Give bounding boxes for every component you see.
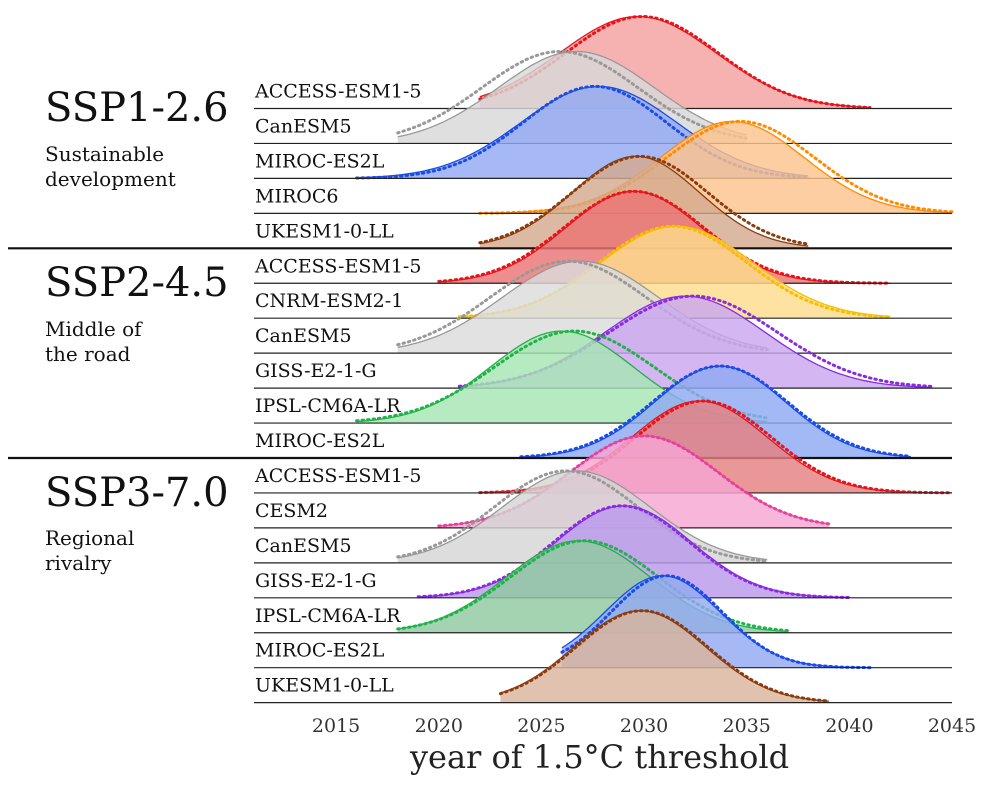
density-fill xyxy=(500,610,829,703)
fit-dotted-line xyxy=(457,294,933,388)
fit-dotted-line xyxy=(416,504,851,599)
fit-dotted-line xyxy=(396,50,749,140)
model-label: UKESM1-0-LL xyxy=(255,675,394,697)
model-label: GISS-E2-1-G xyxy=(255,360,377,382)
fit-dotted-line xyxy=(560,574,872,670)
model-label: GISS-E2-1-G xyxy=(255,570,377,592)
group-subtitle-ssp2: Middle of the road xyxy=(45,317,142,366)
model-label: MIROC6 xyxy=(255,185,338,207)
model-label: MIROC-ES2L xyxy=(255,430,385,452)
fit-dotted-line xyxy=(396,469,769,563)
fit-dotted-line xyxy=(498,609,831,703)
x-tick-label: 2045 xyxy=(928,715,976,737)
density-line xyxy=(397,50,747,138)
model-label: CanESM5 xyxy=(255,115,352,137)
fit-dotted-line xyxy=(519,364,913,459)
model-label: CanESM5 xyxy=(255,535,352,557)
model-label: IPSL-CM6A-LR xyxy=(255,395,401,417)
x-tick-label: 2020 xyxy=(415,715,463,737)
group-title-ssp1: SSP1-2.6 xyxy=(45,85,229,131)
model-label: ACCESS-ESM1-5 xyxy=(254,465,421,487)
model-label: IPSL-CM6A-LR xyxy=(255,605,401,627)
fit-dotted-line xyxy=(437,189,892,285)
x-axis-label: year of 1.5°C threshold xyxy=(409,738,790,776)
density-fill xyxy=(479,121,952,214)
x-tick-label: 2040 xyxy=(825,715,873,737)
model-label: MIROC-ES2L xyxy=(255,640,385,662)
model-label: UKESM1-0-LL xyxy=(255,220,394,242)
model-label: MIROC-ES2L xyxy=(255,150,385,172)
group-subtitle-ssp3: Regional rivalry xyxy=(45,526,135,575)
x-tick-label: 2025 xyxy=(517,715,565,737)
model-label: CESM2 xyxy=(255,500,328,522)
group-title-ssp2: SSP2-4.5 xyxy=(45,260,229,306)
x-tick-label: 2030 xyxy=(620,715,668,737)
model-label: CNRM-ESM2-1 xyxy=(255,290,403,312)
x-tick-label: 2015 xyxy=(312,715,360,737)
fit-dotted-line xyxy=(478,154,810,246)
group-subtitle-ssp1: Sustainable development xyxy=(45,142,176,191)
density-line xyxy=(397,470,768,561)
group-title-ssp3: SSP3-7.0 xyxy=(45,470,229,516)
model-label: ACCESS-ESM1-5 xyxy=(254,255,421,277)
model-label: CanESM5 xyxy=(255,325,352,347)
ridge-ssp3-7.0-ukesm1-0-ll: UKESM1-0-LL xyxy=(254,609,952,704)
model-label: ACCESS-ESM1-5 xyxy=(254,81,421,103)
x-tick-label: 2035 xyxy=(723,715,771,737)
